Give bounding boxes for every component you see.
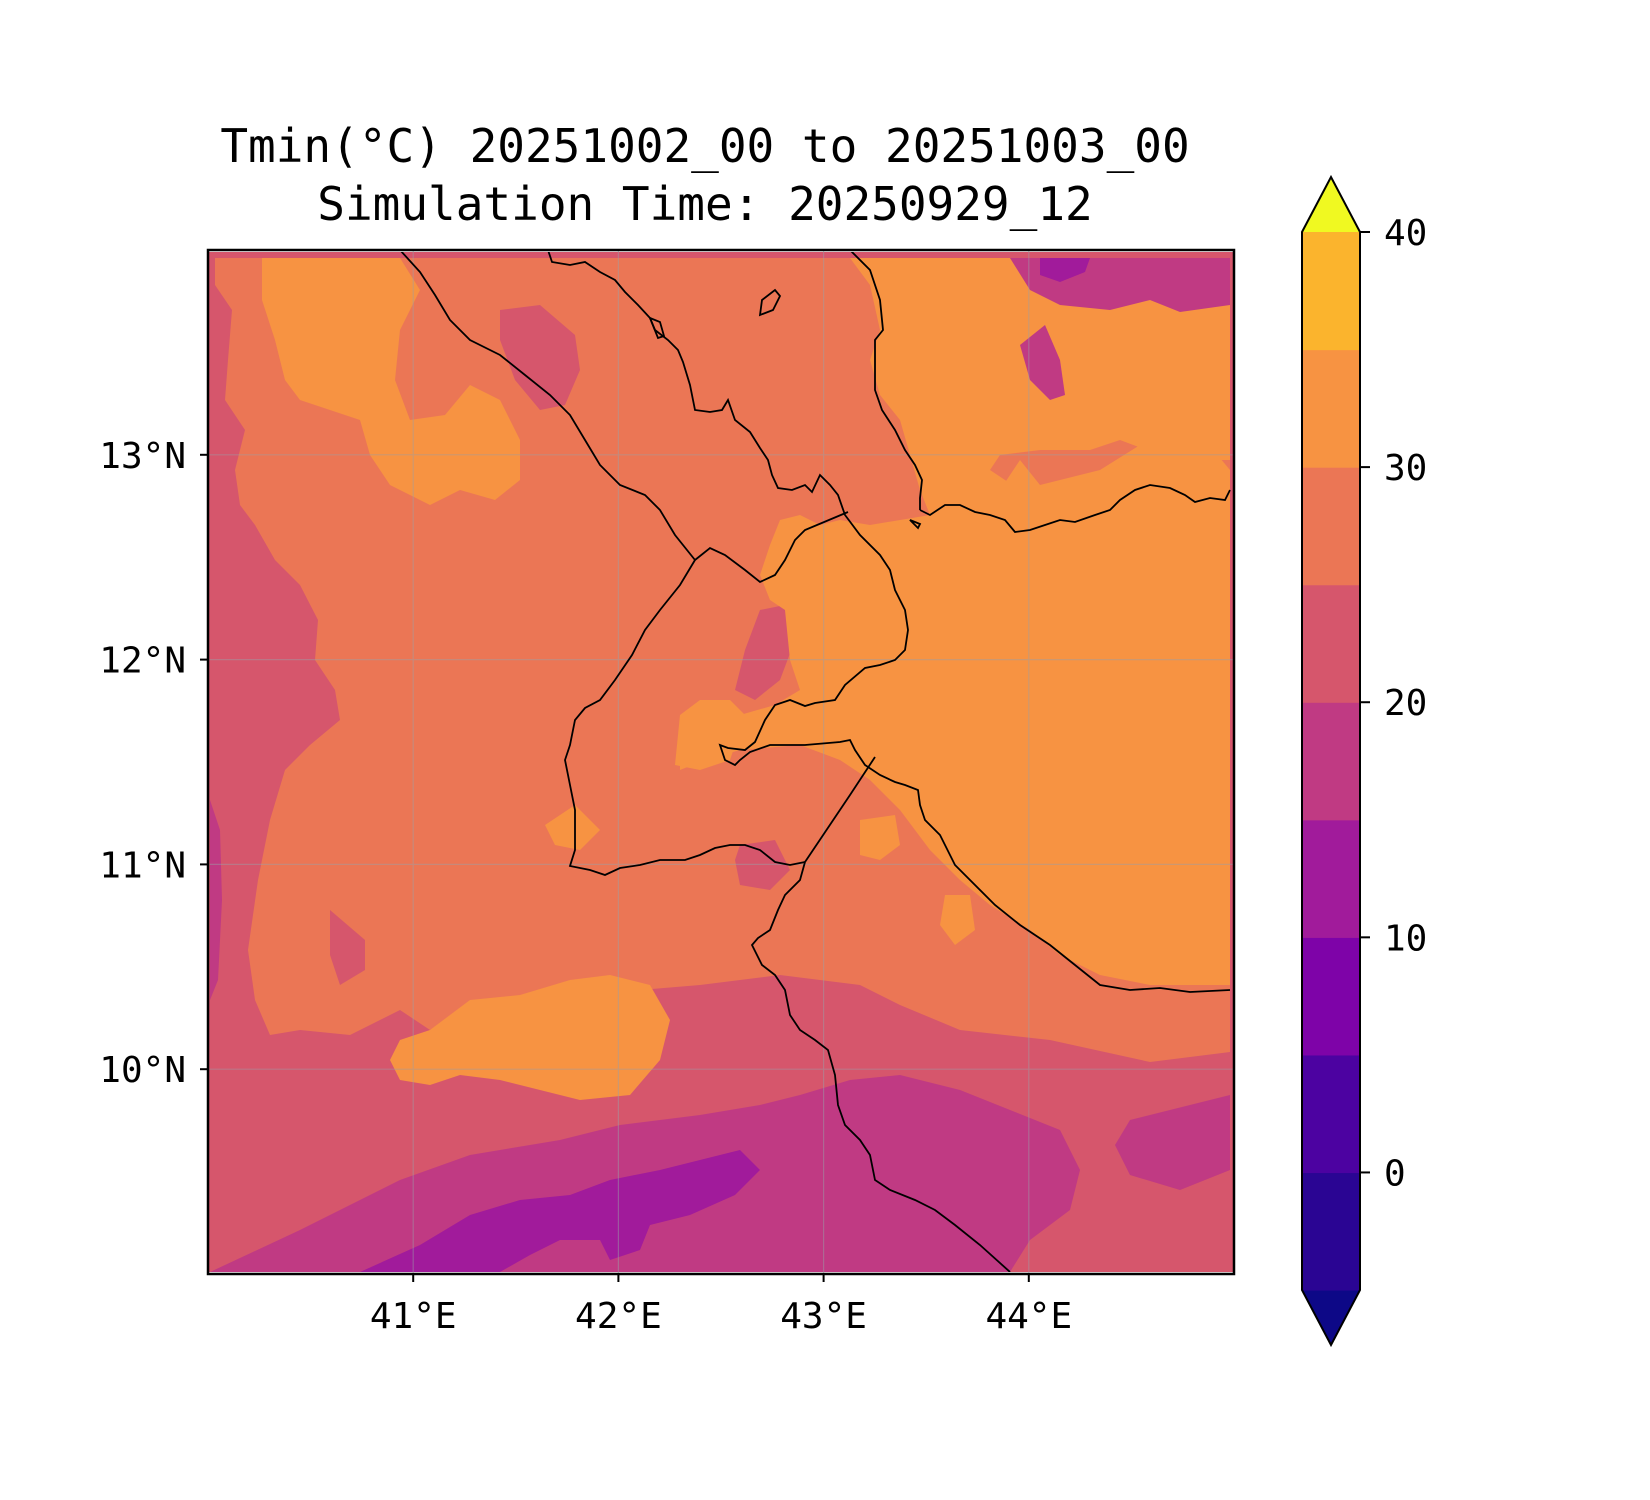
coastline-yemen [919, 484, 1231, 533]
colorbar-segment [1302, 819, 1360, 938]
colorbar-segment [1302, 702, 1360, 821]
temperature-contours [208, 252, 1234, 1272]
colorbar-tick-label: 40 [1384, 213, 1427, 254]
map-frame [206, 248, 1236, 1276]
colorbar-outline [1301, 174, 1361, 1348]
island-3 [648, 316, 666, 340]
colorbar-segment [1302, 467, 1360, 586]
coastline-yemen-north [850, 252, 923, 510]
contour-30-35 [610, 258, 1230, 985]
lon-tick-label: 42°E [575, 1296, 662, 1337]
contour-30-35-nw [262, 258, 520, 505]
colorbar-tick-label: 10 [1384, 918, 1427, 959]
colorbar-segment [1302, 349, 1360, 468]
border-ethiopia-somalia [750, 861, 1011, 1272]
colorbar-segment [1302, 937, 1360, 1056]
lon-axis: 41°E 42°E 43°E 44°E [370, 1274, 1072, 1337]
lon-tick-label: 41°E [370, 1296, 457, 1337]
contour-20-25-patch-a [500, 305, 580, 410]
contour-15-20-west [210, 800, 222, 1000]
border-djibouti-west [564, 559, 806, 876]
colorbar-tick-label: 0 [1384, 1153, 1406, 1194]
colorbar-tick-label: 30 [1384, 448, 1427, 489]
gridlines [208, 250, 1234, 1274]
contour-15-20-east [1115, 1095, 1230, 1190]
border-djibouti-north [694, 511, 849, 584]
contour-20-25-patch-d [330, 910, 365, 985]
contour-20-25-patch-b [735, 605, 795, 700]
colorbar-segment [1302, 584, 1360, 703]
border-eritrea-ethiopia [400, 252, 696, 561]
colorbar-tick-label: 20 [1384, 683, 1427, 724]
island-2 [909, 519, 922, 530]
lat-tick-label: 12°N [99, 641, 186, 682]
contour-20-25-patch-c [735, 840, 790, 890]
title-line-1: Tmin(°C) 20251002_00 to 20251003_00 [220, 119, 1189, 173]
contour-30-35-gulf-south [675, 700, 745, 770]
lat-tick-label: 11°N [99, 845, 186, 886]
lat-axis: 10°N 11°N 12°N 13°N [99, 436, 208, 1091]
colorbar-segment [1302, 1172, 1360, 1291]
border-djibouti-somalia [804, 756, 876, 863]
lat-tick-label: 10°N [99, 1050, 186, 1091]
contour-10-15-south [360, 1150, 760, 1272]
contour-30-35-spot-c [940, 895, 975, 945]
map-panel: 41°E 42°E 43°E 44°E 10°N 11°N 12°N 13°N [99, 248, 1236, 1337]
colorbar-extend-max [1302, 177, 1360, 232]
contour-10-15-ne [1040, 258, 1090, 282]
lon-tick-label: 43°E [780, 1296, 867, 1337]
contour-30-35-sw [390, 975, 670, 1100]
colorbar: 0 10 20 30 40 [1301, 174, 1427, 1348]
contour-30-35-spot-b [860, 815, 900, 860]
contour-15-20-ne-patch [1020, 325, 1065, 400]
contour-30-35-spot-a [545, 805, 600, 850]
colorbar-extend-min [1302, 1290, 1360, 1345]
coastline-red-sea [547, 252, 1231, 993]
colorbar-segment [1302, 1054, 1360, 1174]
title-line-2: Simulation Time: 20250929_12 [317, 177, 1092, 231]
lat-tick-label: 13°N [99, 436, 186, 477]
coastlines-borders [400, 252, 1231, 1272]
island-1 [758, 288, 782, 317]
colorbar-segment [1302, 232, 1360, 351]
lon-tick-label: 44°E [985, 1296, 1072, 1337]
